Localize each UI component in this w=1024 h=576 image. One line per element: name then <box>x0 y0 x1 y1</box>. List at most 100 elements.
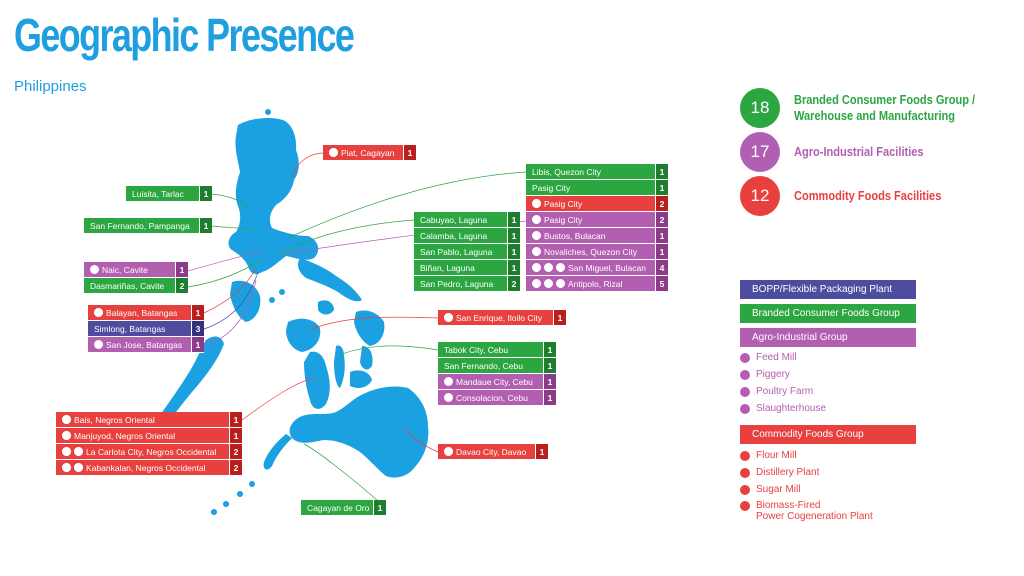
legend-item: Biomass-Fired Power Cogeneration Plant <box>740 500 873 522</box>
bicol-peninsula <box>298 258 362 302</box>
location-label: Cagayan de Oro 1 <box>301 500 386 516</box>
location-label: San Jose, Batangas 1 <box>88 337 204 353</box>
distillery-icon <box>74 447 83 456</box>
piggery-icon <box>532 247 541 256</box>
flour-mill-icon <box>740 451 750 461</box>
location-label: Piat, Cagayan 1 <box>323 145 416 161</box>
location-label: Davao City, Davao 1 <box>438 444 548 460</box>
location-label: Consolacion, Cebu 1 <box>438 390 556 406</box>
piggery-icon <box>532 231 541 240</box>
location-label: Luisita, Tarlac 1 <box>126 186 212 202</box>
distillery-icon <box>740 468 750 478</box>
summary-commodity: 12 Commodity Foods Facilities <box>740 176 967 216</box>
location-label: Bustos, Bulacan 1 <box>526 228 668 244</box>
feed-mill-icon <box>740 353 750 363</box>
location-label: San Miguel, Bulacan 4 <box>526 260 668 276</box>
summary-count: 12 <box>740 176 780 216</box>
sulu-islet <box>237 491 243 497</box>
summary-label: Agro-Industrial Facilities <box>794 144 924 159</box>
legend-item: Flour Mill <box>740 450 797 461</box>
location-label: La Carlota City, Negros Occidental 2 <box>56 444 242 460</box>
location-label: Naic, Cavite 1 <box>84 262 188 278</box>
location-label: San Fernando, Pampanga 1 <box>84 218 212 234</box>
negros-island <box>304 351 330 409</box>
piggery-icon <box>556 279 565 288</box>
panay-island <box>286 318 321 352</box>
sulu-islet <box>249 481 255 487</box>
location-label: Balayan, Batangas 1 <box>88 305 204 321</box>
masbate-island <box>318 300 334 315</box>
poultry-farm-icon <box>740 387 750 397</box>
page-subtitle: Philippines <box>14 78 87 95</box>
distillery-icon <box>444 313 453 322</box>
palawan-island <box>155 336 224 429</box>
poultry-farm-icon <box>90 265 99 274</box>
sulu-islet <box>223 501 229 507</box>
cebu-island <box>334 345 345 388</box>
poultry-farm-icon <box>532 263 541 272</box>
legend-bopp: BOPP/Flexible Packaging Plant <box>740 280 916 299</box>
biomass-icon <box>740 501 750 511</box>
flour-mill-icon <box>444 447 453 456</box>
distillery-icon <box>329 148 338 157</box>
piggery-icon <box>740 370 750 380</box>
sugar-mill-icon <box>740 485 750 495</box>
summary-agro: 17 Agro-Industrial Facilities <box>740 132 946 172</box>
location-label: Novaliches, Quezon City 1 <box>526 244 668 260</box>
location-label: Biñan, Laguna 1 <box>414 260 520 276</box>
location-label: Mandaue City, Cebu 1 <box>438 374 556 390</box>
location-label: Antipolo, Rizal 5 <box>526 276 668 292</box>
feed-mill-icon <box>544 263 553 272</box>
sugar-mill-icon <box>62 431 71 440</box>
zamboanga-peninsula <box>263 434 292 470</box>
small-islet <box>279 289 285 295</box>
legend-agro: Agro-Industrial Group <box>740 328 916 347</box>
poultry-farm-icon <box>532 279 541 288</box>
mindoro-island <box>230 280 261 322</box>
legend-item: Poultry Farm <box>740 386 813 397</box>
legend-item: Distillery Plant <box>740 467 819 478</box>
sulu-islet <box>211 509 217 515</box>
location-label: Pasig City 1 <box>526 180 668 196</box>
biomass-icon <box>74 463 83 472</box>
location-label: Dasmariñas, Cavite 2 <box>84 278 188 294</box>
sugar-mill-icon <box>62 447 71 456</box>
location-label: Calamba, Laguna 1 <box>414 228 520 244</box>
piggery-icon <box>556 263 565 272</box>
location-label: Cabuyao, Laguna 1 <box>414 212 520 228</box>
summary-branded: 18 Branded Consumer Foods Group / Wareho… <box>740 88 1007 128</box>
legend-item: Feed Mill <box>740 352 797 363</box>
summary-label: Commodity Foods Facilities <box>794 188 942 203</box>
location-label: Manjuyod, Negros Oriental 1 <box>56 428 242 444</box>
poultry-farm-icon <box>94 340 103 349</box>
location-label: Tabok City, Cebu 1 <box>438 342 556 358</box>
summary-count: 17 <box>740 132 780 172</box>
location-label: San Pedro, Laguna 2 <box>414 276 520 292</box>
distillery-icon <box>532 199 541 208</box>
sugar-mill-icon <box>62 463 71 472</box>
legend-branded: Branded Consumer Foods Group <box>740 304 916 323</box>
map-landmass <box>155 109 429 515</box>
sugar-mill-icon <box>62 415 71 424</box>
location-label: Bais, Negros Oriental 1 <box>56 412 242 428</box>
batanes-islet <box>265 109 271 115</box>
summary-count: 18 <box>740 88 780 128</box>
mindanao-island <box>289 386 429 478</box>
feed-mill-icon <box>444 377 453 386</box>
legend-item: Piggery <box>740 369 790 380</box>
location-label: San Fernando, Cebu 1 <box>438 358 556 374</box>
location-label: Simlong, Batangas 3 <box>88 321 204 337</box>
legend-item: Sugar Mill <box>740 484 800 495</box>
leyte-island <box>360 346 373 370</box>
feed-mill-icon <box>444 393 453 402</box>
slaughterhouse-icon <box>740 404 750 414</box>
legend-commodity: Commodity Foods Group <box>740 425 916 444</box>
location-label: San Pablo, Laguna 1 <box>414 244 520 260</box>
location-label: Pasig City 2 <box>526 196 668 212</box>
small-islet <box>269 297 275 303</box>
slaughterhouse-icon <box>544 279 553 288</box>
legend-item: Slaughterhouse <box>740 403 826 414</box>
summary-label: Branded Consumer Foods Group / Warehouse… <box>794 92 976 123</box>
samar-island <box>354 310 385 346</box>
